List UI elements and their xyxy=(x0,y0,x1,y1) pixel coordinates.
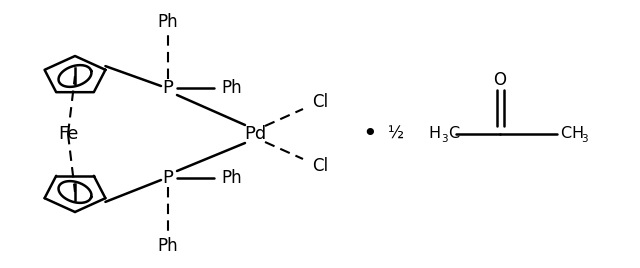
Text: ½: ½ xyxy=(388,125,404,143)
Text: O: O xyxy=(493,71,506,89)
Text: Ph: Ph xyxy=(221,79,243,97)
Text: Cl: Cl xyxy=(312,93,328,111)
Text: Pd: Pd xyxy=(244,125,266,143)
Text: H: H xyxy=(571,126,583,142)
Text: C: C xyxy=(448,126,459,142)
Text: •: • xyxy=(363,122,378,146)
Text: Ph: Ph xyxy=(157,237,179,255)
Text: P: P xyxy=(163,169,173,187)
Text: H: H xyxy=(428,126,440,142)
Text: C: C xyxy=(560,126,571,142)
Text: Ph: Ph xyxy=(221,169,243,187)
Text: Cl: Cl xyxy=(312,157,328,175)
Text: Fe: Fe xyxy=(58,125,78,143)
Text: 3: 3 xyxy=(441,134,447,144)
Text: 3: 3 xyxy=(581,134,588,144)
Text: Ph: Ph xyxy=(157,13,179,31)
Text: P: P xyxy=(163,79,173,97)
